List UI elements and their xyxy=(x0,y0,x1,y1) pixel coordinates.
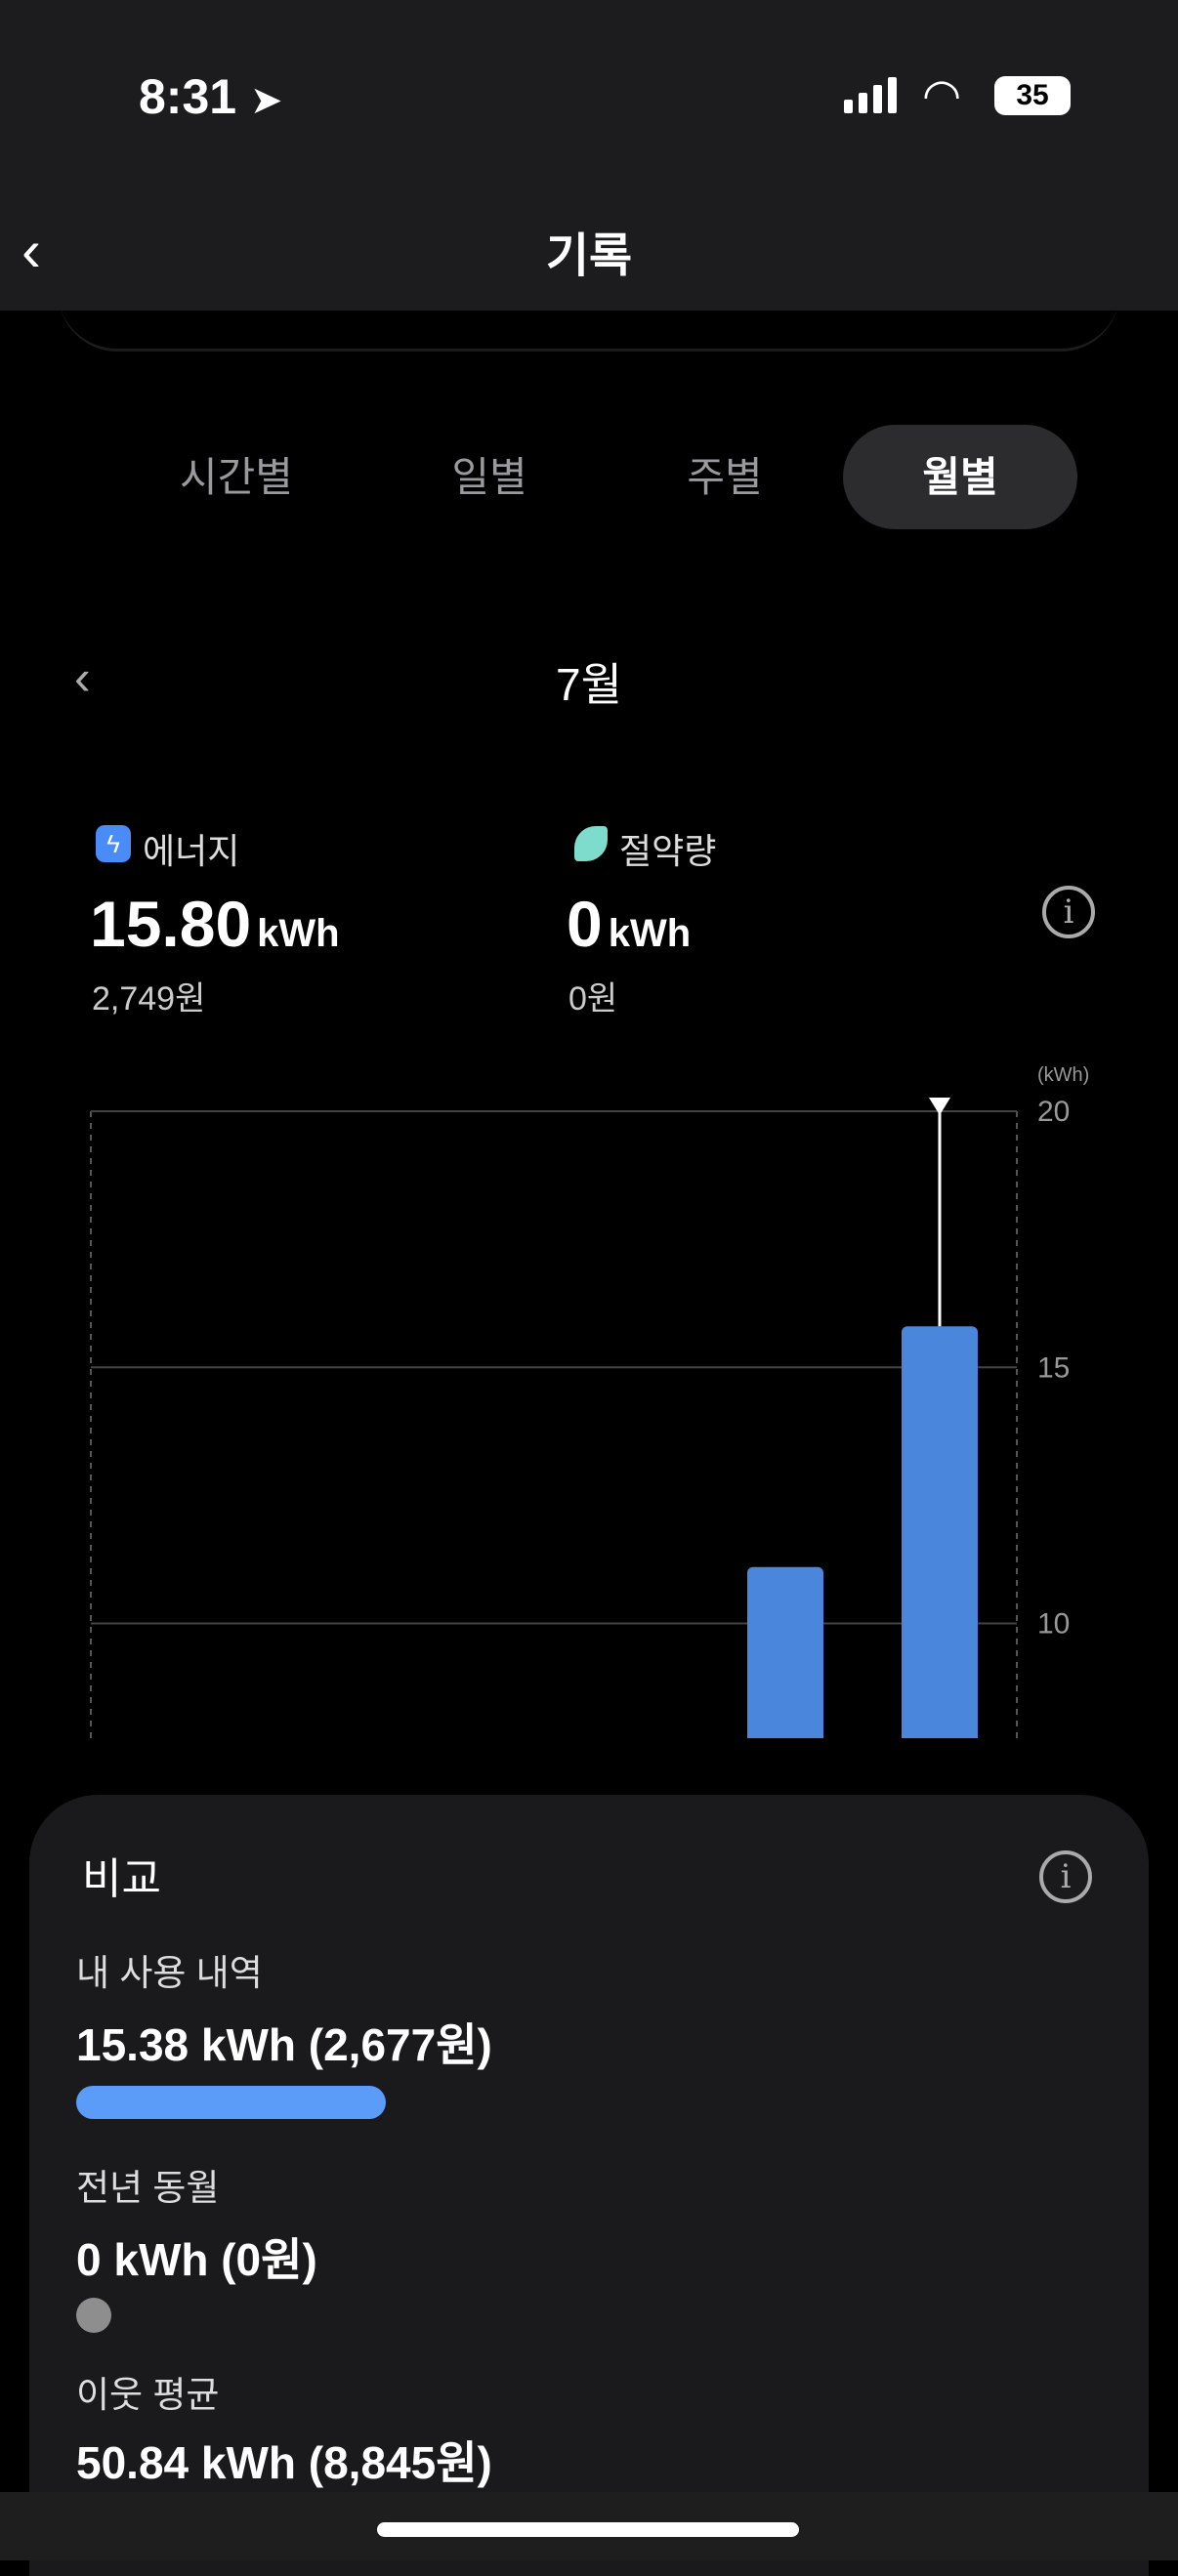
top-bar xyxy=(0,0,1178,311)
tab-monthly[interactable]: 월별 xyxy=(843,425,1077,529)
time-text: 8:31 xyxy=(139,69,237,124)
saving-value: 0 kWh xyxy=(567,887,691,961)
my-usage-value: 15.38 kWh (2,677원) xyxy=(76,2019,492,2070)
energy-label: 에너지 xyxy=(143,831,240,871)
neighbor-avg-label: 이웃 평균 xyxy=(76,2375,220,2415)
selection-marker-icon xyxy=(929,1098,950,1115)
my-usage-label: 내 사용 내역 xyxy=(76,1953,263,1993)
y-tick-label: 15 xyxy=(1037,1351,1070,1384)
home-indicator[interactable] xyxy=(377,2522,799,2537)
previous-month-button[interactable]: ‹ xyxy=(74,650,91,705)
leaf-icon xyxy=(574,826,608,861)
saving-cost: 0원 xyxy=(568,980,618,1018)
wifi-icon: ◠ xyxy=(922,69,962,120)
back-button[interactable]: ‹ xyxy=(21,218,41,283)
energy-unit: kWh xyxy=(257,912,340,955)
tab-weekly[interactable]: 주별 xyxy=(687,454,763,500)
energy-value: 15.80 kWh xyxy=(90,887,340,961)
saving-label: 절약량 xyxy=(619,831,717,871)
compare-title: 비교 xyxy=(82,1855,161,1903)
signal-icon xyxy=(844,76,897,113)
energy-number: 15.80 xyxy=(90,888,252,960)
period-label: 7월 xyxy=(556,659,622,710)
y-axis-unit: (kWh) xyxy=(1037,1064,1089,1086)
last-year-bar xyxy=(76,2298,111,2333)
info-icon[interactable]: i xyxy=(1042,886,1095,938)
bar xyxy=(902,1326,978,1738)
monthly-energy-chart: 05101520(kWh)2월3월4월5월6월7월 xyxy=(90,1064,1089,1738)
my-usage-bar xyxy=(76,2086,387,2119)
compare-info-icon[interactable]: i xyxy=(1039,1850,1092,1903)
lightning-icon: ϟ xyxy=(96,825,131,862)
page-title: 기록 xyxy=(545,230,633,282)
saving-number: 0 xyxy=(567,888,603,960)
y-tick-label: 10 xyxy=(1037,1608,1070,1641)
battery-icon: 35 xyxy=(994,76,1071,115)
neighbor-avg-value: 50.84 kWh (8,845원) xyxy=(76,2437,492,2488)
saving-unit: kWh xyxy=(608,912,692,955)
y-tick-label: 20 xyxy=(1037,1096,1070,1128)
energy-cost: 2,749원 xyxy=(92,980,206,1018)
collapsed-panel-edge xyxy=(59,293,1119,352)
last-year-label: 전년 동월 xyxy=(76,2168,220,2208)
location-arrow-icon: ➤ xyxy=(249,79,283,122)
bar xyxy=(747,1566,823,1738)
tab-daily[interactable]: 일별 xyxy=(451,454,527,500)
last-year-value: 0 kWh (0원) xyxy=(76,2234,317,2285)
status-time: 8:31 ➤ xyxy=(139,68,283,125)
compare-card xyxy=(29,1795,1149,2576)
tab-hourly[interactable]: 시간별 xyxy=(180,454,293,500)
